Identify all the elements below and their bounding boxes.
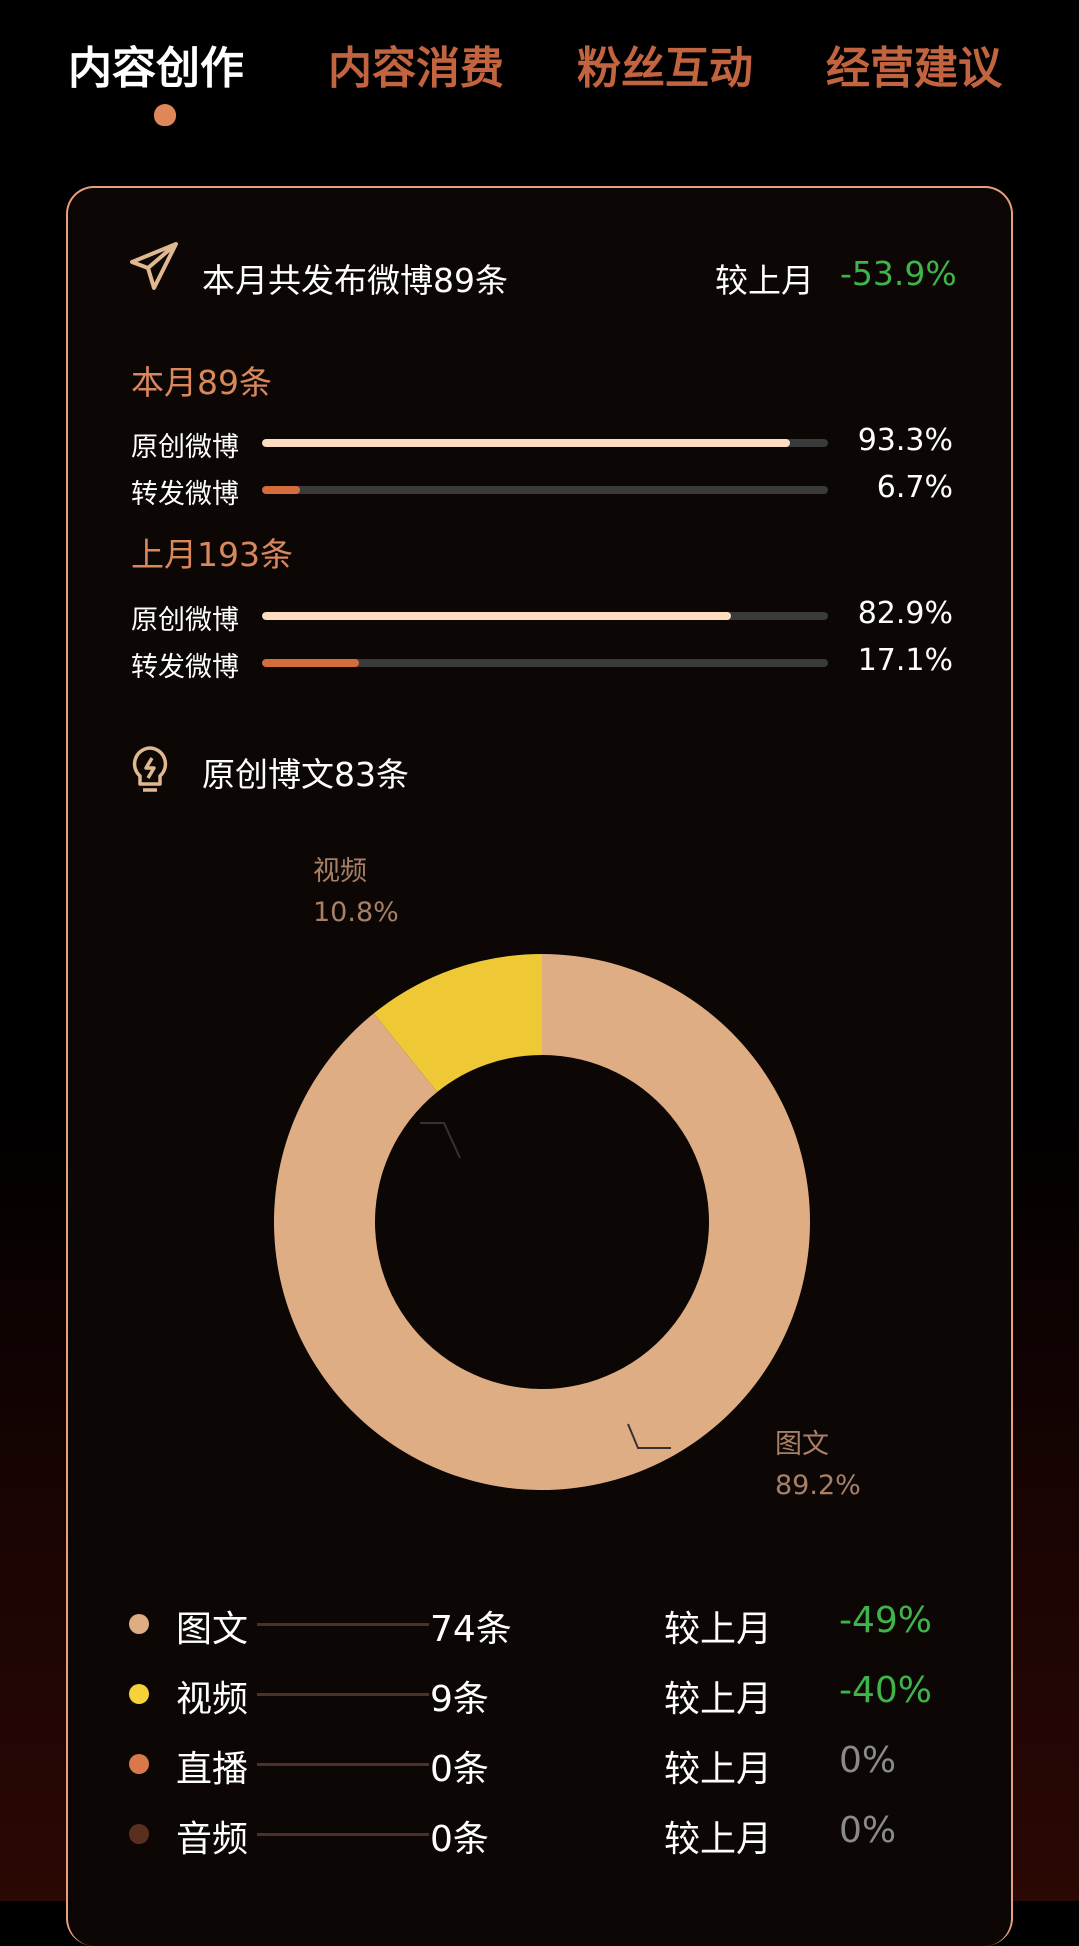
legend-change: 0% bbox=[839, 1740, 897, 1781]
leader-line-image-text bbox=[627, 1423, 671, 1449]
legend-change: -40% bbox=[839, 1670, 933, 1711]
lightbulb-icon bbox=[132, 746, 168, 792]
paper-plane-icon bbox=[130, 242, 178, 290]
legend-count: 0条 bbox=[430, 1819, 489, 1860]
progress-fill bbox=[262, 659, 359, 667]
summary-title: 本月共发布微博89条 bbox=[202, 261, 508, 300]
donut-slice-1[interactable] bbox=[373, 954, 542, 1092]
original-title: 原创博文83条 bbox=[202, 755, 409, 794]
donut-chart bbox=[274, 954, 810, 1490]
this-month-title: 本月89条 bbox=[131, 363, 272, 402]
last-month-title: 上月193条 bbox=[131, 535, 293, 574]
legend-count: 74条 bbox=[430, 1609, 512, 1650]
chart-label-video: 视频 10.8% bbox=[313, 856, 399, 928]
legend-dot bbox=[129, 1684, 149, 1704]
row-percent: 93.3% bbox=[857, 423, 953, 458]
legend-name: 图文 bbox=[176, 1609, 249, 1650]
row-label: 转发微博 bbox=[131, 479, 239, 510]
legend-name: 直播 bbox=[176, 1749, 249, 1790]
progress-bar bbox=[262, 659, 828, 667]
donut-slice-0[interactable] bbox=[274, 954, 810, 1490]
legend-dot bbox=[129, 1754, 149, 1774]
row-label: 原创微博 bbox=[131, 432, 239, 463]
legend-compare-label: 较上月 bbox=[664, 1749, 773, 1790]
progress-fill bbox=[262, 612, 732, 620]
legend-connector bbox=[257, 1623, 429, 1626]
tab-content-consumption[interactable]: 内容消费 bbox=[328, 43, 504, 94]
legend-dot bbox=[129, 1614, 149, 1634]
chart-label-image-text: 图文 89.2% bbox=[775, 1429, 861, 1501]
row-percent: 17.1% bbox=[857, 643, 953, 678]
content-creation-card: 本月共发布微博89条 较上月 -53.9% 本月89条 原创微博 93.3% 转发微… bbox=[66, 186, 1013, 1946]
legend-count: 0条 bbox=[430, 1749, 489, 1790]
row-label: 原创微博 bbox=[131, 605, 239, 636]
legend-compare-label: 较上月 bbox=[664, 1679, 773, 1720]
legend-compare-label: 较上月 bbox=[664, 1819, 773, 1860]
legend-dot bbox=[129, 1824, 149, 1844]
legend-change: 0% bbox=[839, 1810, 897, 1851]
legend-connector bbox=[257, 1833, 429, 1836]
progress-bar bbox=[262, 486, 828, 494]
row-percent: 82.9% bbox=[857, 596, 953, 631]
tab-business-advice[interactable]: 经营建议 bbox=[826, 43, 1002, 94]
legend-connector bbox=[257, 1763, 429, 1766]
progress-bar bbox=[262, 439, 828, 447]
legend-connector bbox=[257, 1693, 429, 1696]
progress-fill bbox=[262, 439, 791, 447]
summary-compare-value: -53.9% bbox=[840, 254, 957, 293]
tab-content-creation[interactable]: 内容创作 bbox=[68, 43, 244, 94]
tab-fan-interaction[interactable]: 粉丝互动 bbox=[577, 43, 753, 94]
legend-compare-label: 较上月 bbox=[664, 1609, 773, 1650]
legend-name: 音频 bbox=[176, 1819, 249, 1860]
row-label: 转发微博 bbox=[131, 652, 239, 683]
legend-count: 9条 bbox=[430, 1679, 489, 1720]
progress-fill bbox=[262, 486, 300, 494]
leader-line-video bbox=[420, 1122, 461, 1159]
progress-bar bbox=[262, 612, 828, 620]
legend-name: 视频 bbox=[176, 1679, 249, 1720]
active-tab-indicator bbox=[154, 104, 176, 126]
row-percent: 6.7% bbox=[876, 470, 953, 505]
legend-change: -49% bbox=[839, 1600, 933, 1641]
summary-compare-label: 较上月 bbox=[715, 261, 814, 300]
